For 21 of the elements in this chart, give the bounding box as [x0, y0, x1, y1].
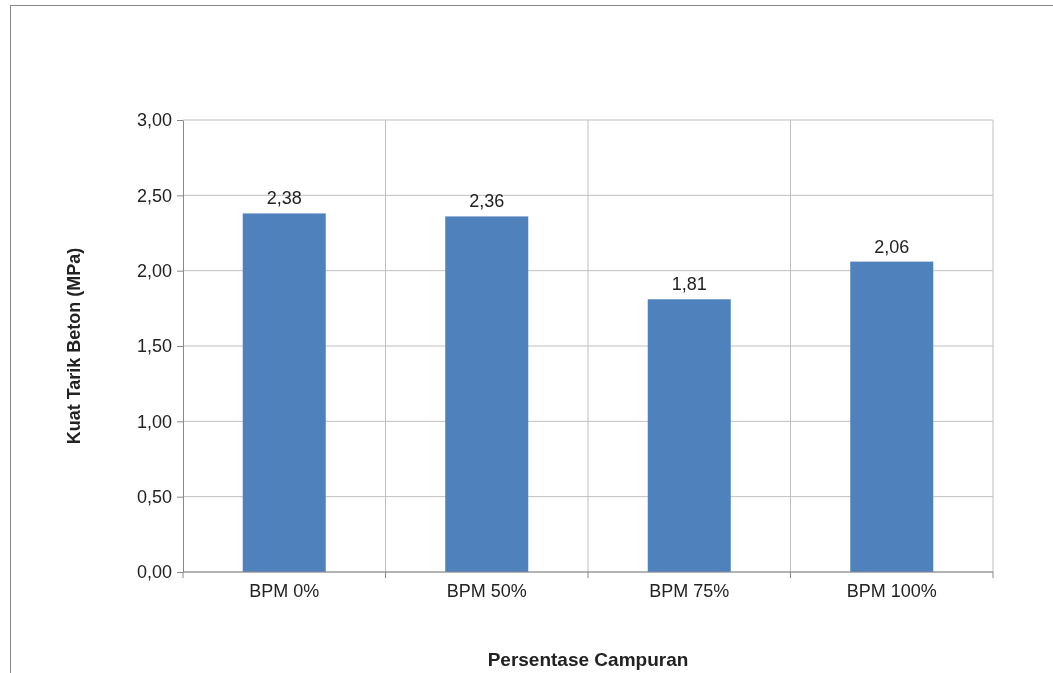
y-tick-label: 1,50 [136, 336, 172, 357]
data-label: 2,38 [266, 188, 302, 209]
data-label: 2,06 [874, 236, 910, 257]
data-label: 2,36 [469, 191, 505, 212]
y-tick-label: 2,50 [136, 185, 172, 206]
x-axis-title: Persentase Campuran [487, 649, 689, 670]
y-tick-label: 3,00 [136, 110, 172, 131]
data-label: 1,81 [671, 274, 707, 295]
y-tick-label: 0,00 [136, 562, 172, 583]
y-tick-label: 2,00 [136, 260, 172, 281]
x-tick-label: BPM 50% [446, 581, 527, 601]
y-tick-label: 1,00 [136, 411, 172, 432]
y-tick-label: 0,50 [136, 486, 172, 507]
y-axis-title: Kuat Tarik Beton (MPa) [64, 247, 84, 445]
bar [445, 216, 529, 572]
bar [647, 299, 731, 572]
x-tick-label: BPM 100% [846, 581, 937, 601]
bar [850, 261, 934, 572]
x-tick-label: BPM 0% [249, 581, 320, 601]
x-tick-label: BPM 75% [649, 581, 730, 601]
bar [242, 213, 326, 572]
